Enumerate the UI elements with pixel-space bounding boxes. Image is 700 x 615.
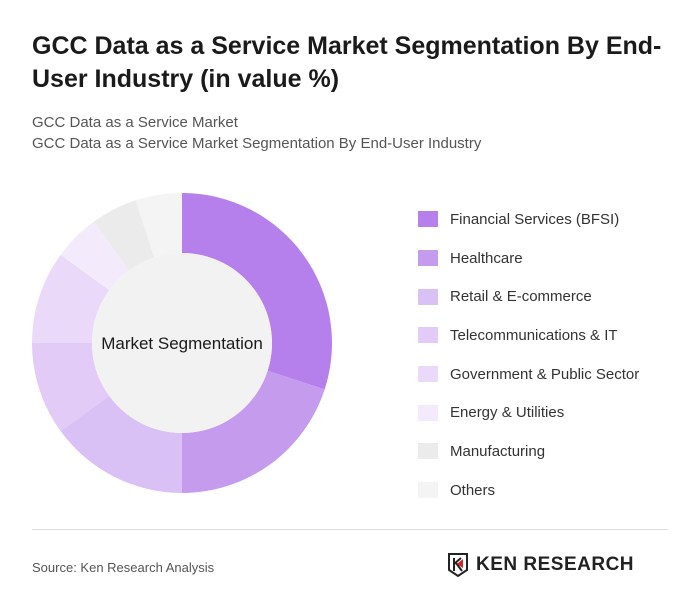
legend: Financial Services (BFSI) Healthcare Retai…: [418, 200, 639, 510]
legend-label: Manufacturing: [450, 442, 546, 460]
donut-slice: [182, 193, 332, 390]
legend-label: Energy & Utilities: [450, 404, 565, 422]
legend-swatch: [418, 327, 438, 344]
legend-swatch: [418, 211, 438, 228]
donut-center: [92, 253, 272, 433]
donut-slice: [60, 221, 130, 291]
ken-research-logo: KEN RESEARCH: [448, 553, 634, 577]
legend-item: Manufacturing: [418, 432, 639, 471]
logo-text: KEN RESEARCH: [476, 554, 635, 575]
legend-swatch: [418, 482, 438, 499]
donut-slice: [182, 370, 325, 493]
donut-chart: Market Segmentation: [32, 193, 332, 493]
source-note: Source: Ken Research Analysis: [32, 560, 215, 575]
legend-item: Healthcare: [418, 239, 639, 278]
subtitle-market: GCC Data as a Service Market: [32, 114, 238, 131]
legend-swatch: [418, 443, 438, 460]
donut-slice: [60, 395, 183, 493]
legend-item: Financial Services (BFSI): [418, 200, 639, 239]
donut-slice: [32, 343, 110, 432]
legend-label: Retail & E-commerce: [450, 288, 592, 306]
legend-label: Government & Public Sector: [450, 365, 640, 383]
center-label: Market Segmentation: [101, 334, 263, 353]
legend-label: Healthcare: [450, 249, 523, 267]
donut-slice: [32, 254, 110, 343]
legend-swatch: [418, 404, 438, 421]
legend-swatch: [418, 366, 438, 383]
divider: [32, 529, 668, 530]
subtitle-segmentation: GCC Data as a Service Market Segmentatio…: [32, 135, 482, 152]
donut-slice: [93, 200, 155, 271]
legend-item: Government & Public Sector: [418, 355, 639, 394]
legend-label: Financial Services (BFSI): [450, 210, 620, 228]
legend-label: Others: [450, 481, 496, 499]
legend-item: Energy & Utilities: [418, 393, 639, 432]
legend-swatch: [418, 288, 438, 305]
legend-item: Retail & E-commerce: [418, 277, 639, 316]
legend-swatch: [418, 250, 438, 267]
ken-logo-icon: [448, 553, 468, 577]
legend-item: Telecommunications & IT: [418, 316, 639, 355]
legend-item: Others: [418, 471, 639, 510]
donut-slice: [135, 193, 182, 258]
legend-label: Telecommunications & IT: [450, 326, 618, 344]
chart-title: GCC Data as a Service Market Segmentatio…: [32, 32, 662, 93]
